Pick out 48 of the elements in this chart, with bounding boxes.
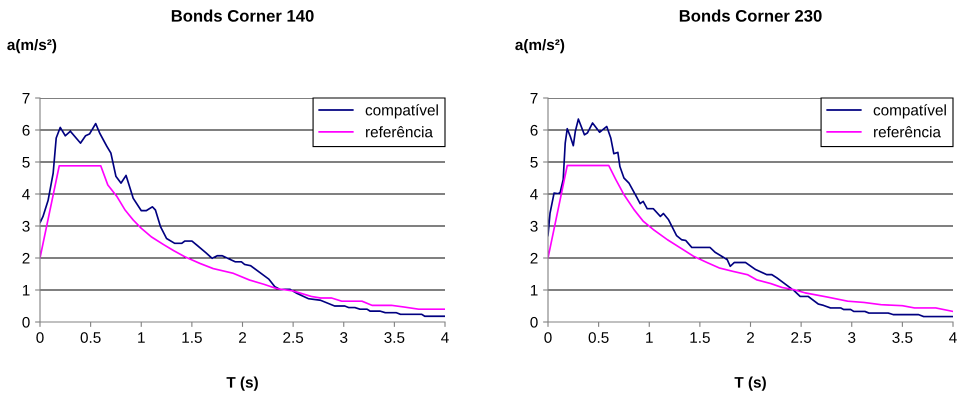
x-axis-title: T (s) bbox=[734, 376, 766, 391]
x-tick-label: 1.5 bbox=[690, 332, 710, 343]
x-tick-label: 3.5 bbox=[892, 332, 912, 343]
y-tick-label: 0 bbox=[530, 316, 538, 328]
x-tick-label: 0.5 bbox=[80, 332, 101, 343]
y-tick-label: 5 bbox=[22, 157, 30, 168]
y-axis-title: a(m/s²) bbox=[515, 38, 564, 54]
x-tick-label: 0.5 bbox=[588, 332, 609, 343]
x-tick-label: 2.5 bbox=[283, 332, 304, 343]
x-tick-label: 2.5 bbox=[791, 332, 812, 343]
x-tick-label: 1 bbox=[138, 332, 145, 343]
y-tick-label: 6 bbox=[530, 124, 538, 136]
y-tick-label: 5 bbox=[530, 157, 538, 168]
y-tick-label: 3 bbox=[22, 220, 30, 232]
chart-title: Bonds Corner 230 bbox=[680, 10, 822, 22]
x-tick-label: 4 bbox=[441, 332, 449, 343]
line-series bbox=[40, 122, 445, 318]
x-tick-label: 4 bbox=[949, 332, 957, 343]
x-tick-label: 2 bbox=[747, 332, 754, 343]
y-tick-label: 3 bbox=[530, 220, 538, 232]
line-series bbox=[548, 118, 953, 318]
y-tick-label: 2 bbox=[22, 252, 30, 264]
chart-title: Bonds Corner 140 bbox=[172, 10, 314, 22]
legend-label: compatível bbox=[874, 104, 946, 119]
y-axis-title: a(m/s²) bbox=[7, 38, 56, 54]
legend-label: referência bbox=[366, 126, 433, 138]
x-tick-label: 3.5 bbox=[384, 332, 404, 343]
x-tick-label: 1 bbox=[646, 332, 653, 343]
y-tick-label: 4 bbox=[22, 189, 30, 200]
x-tick-label: 0 bbox=[544, 332, 552, 343]
y-tick-label: 7 bbox=[22, 93, 30, 104]
legend-label: compatível bbox=[366, 104, 438, 119]
y-tick-label: 4 bbox=[530, 189, 538, 200]
x-tick-label: 3 bbox=[340, 332, 348, 343]
legend-label: referência bbox=[874, 126, 941, 138]
y-tick-label: 7 bbox=[530, 93, 538, 104]
x-tick-label: 0 bbox=[36, 332, 44, 343]
line-series bbox=[548, 164, 953, 312]
x-tick-label: 3 bbox=[848, 332, 856, 343]
y-tick-label: 1 bbox=[22, 285, 30, 296]
y-tick-label: 1 bbox=[530, 285, 538, 296]
line-series bbox=[40, 165, 445, 310]
x-tick-label: 2 bbox=[239, 332, 246, 343]
y-tick-label: 2 bbox=[530, 252, 538, 264]
y-tick-label: 6 bbox=[22, 124, 30, 136]
y-tick-label: 0 bbox=[22, 316, 30, 328]
x-axis-title: T (s) bbox=[226, 376, 258, 391]
x-tick-label: 1.5 bbox=[182, 332, 202, 343]
